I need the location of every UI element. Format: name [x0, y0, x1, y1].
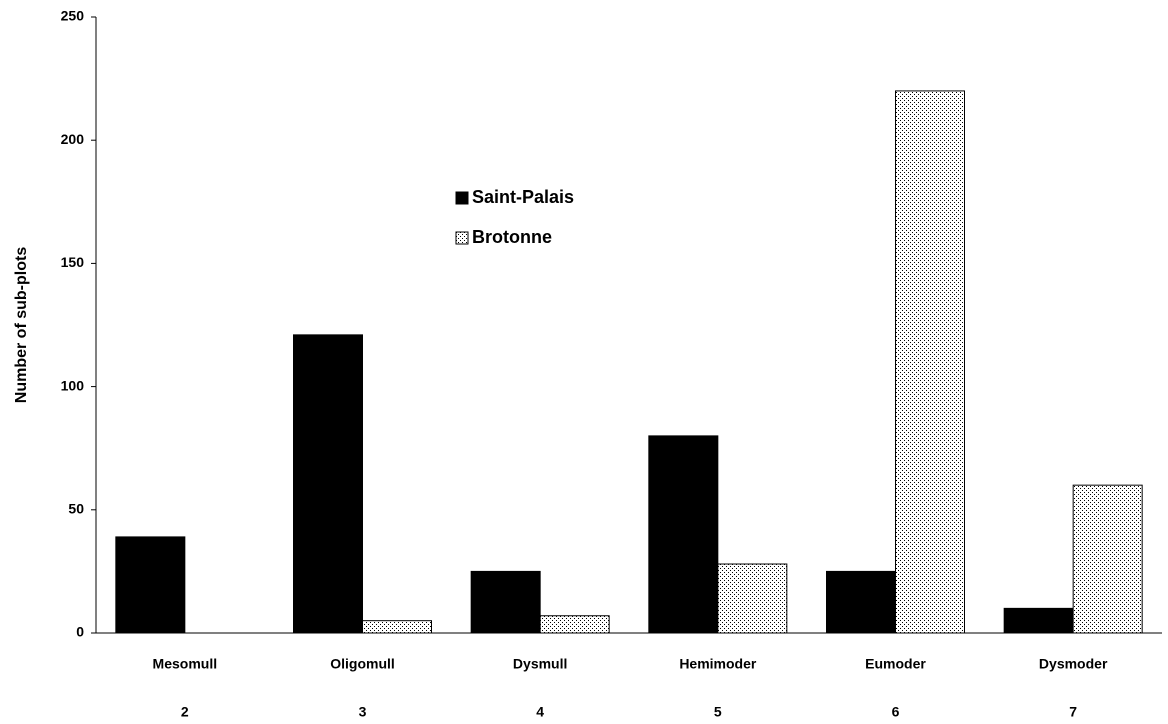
- y-tick-label: 50: [68, 501, 84, 517]
- bar: [470, 570, 541, 634]
- x-tick-label: Mesomull: [153, 656, 218, 672]
- x-tick-label: Dysmull: [513, 656, 567, 672]
- legend-swatch: [455, 231, 469, 245]
- bar: [539, 615, 610, 634]
- x-tick-number: 5: [714, 704, 722, 720]
- x-tick-number: 2: [181, 704, 189, 720]
- bar: [895, 90, 965, 634]
- y-tick-label: 0: [76, 624, 84, 640]
- bar: [1072, 484, 1143, 634]
- x-tick-label: Oligomull: [330, 656, 395, 672]
- legend-label: Brotonne: [472, 227, 552, 247]
- bar: [1003, 607, 1074, 634]
- x-tick-number: 3: [359, 704, 367, 720]
- y-tick-label: 150: [61, 254, 85, 270]
- y-axis-label: Number of sub-plots: [13, 247, 30, 404]
- legend-swatch: [455, 191, 469, 205]
- x-tick-number: 6: [892, 704, 900, 720]
- y-tick-label: 200: [61, 131, 85, 147]
- bar: [362, 620, 432, 634]
- bar: [648, 435, 719, 634]
- x-tick-label: Dysmoder: [1039, 656, 1108, 672]
- y-tick-label: 100: [61, 377, 85, 393]
- x-tick-label: Hemimoder: [679, 656, 757, 672]
- bar: [293, 334, 363, 634]
- y-tick-label: 250: [61, 8, 85, 24]
- legend: Saint-Palais Brotonne: [455, 187, 574, 247]
- legend-label: Saint-Palais: [472, 187, 574, 207]
- x-tick-number: 4: [536, 704, 544, 720]
- bar: [115, 536, 186, 634]
- x-tick-label: Eumoder: [865, 656, 926, 672]
- bar: [826, 570, 896, 634]
- x-tick-number: 7: [1069, 704, 1077, 720]
- bar: [717, 563, 788, 634]
